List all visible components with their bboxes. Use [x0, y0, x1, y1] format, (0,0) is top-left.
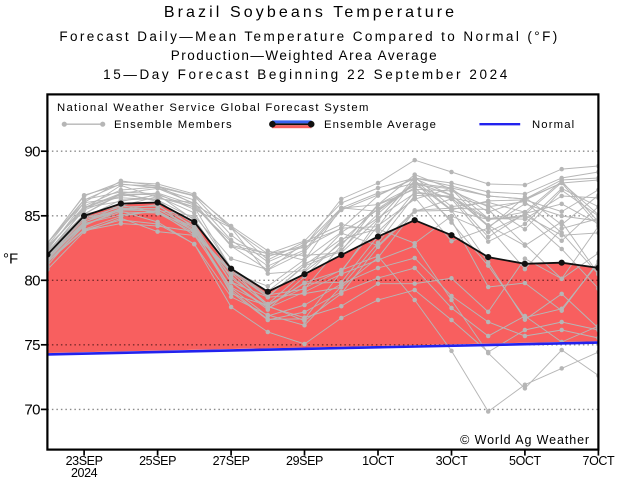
svg-text:23SEP: 23SEP: [66, 454, 103, 468]
svg-text:2024: 2024: [71, 466, 98, 480]
svg-text:3OCT: 3OCT: [436, 454, 469, 468]
svg-text:National Weather Service Globa: National Weather Service Global Forecast…: [57, 102, 370, 114]
svg-text:80: 80: [24, 273, 40, 290]
svg-text:°F: °F: [3, 251, 18, 268]
svg-text:70: 70: [24, 402, 40, 419]
svg-text:5OCT: 5OCT: [509, 454, 542, 468]
svg-text:Normal: Normal: [532, 119, 575, 131]
svg-text:7OCT: 7OCT: [583, 454, 616, 468]
svg-text:75: 75: [24, 337, 40, 354]
svg-text:25SEP: 25SEP: [139, 454, 176, 468]
svg-text:27SEP: 27SEP: [213, 454, 250, 468]
svg-text:1OCT: 1OCT: [362, 454, 395, 468]
svg-text:Ensemble Average: Ensemble Average: [324, 119, 437, 131]
svg-text:29SEP: 29SEP: [286, 454, 323, 468]
svg-text:© World Ag Weather: © World Ag Weather: [460, 433, 590, 447]
svg-text:90: 90: [24, 144, 40, 161]
svg-text:85: 85: [24, 208, 40, 225]
svg-text:Ensemble Members: Ensemble Members: [114, 119, 233, 131]
